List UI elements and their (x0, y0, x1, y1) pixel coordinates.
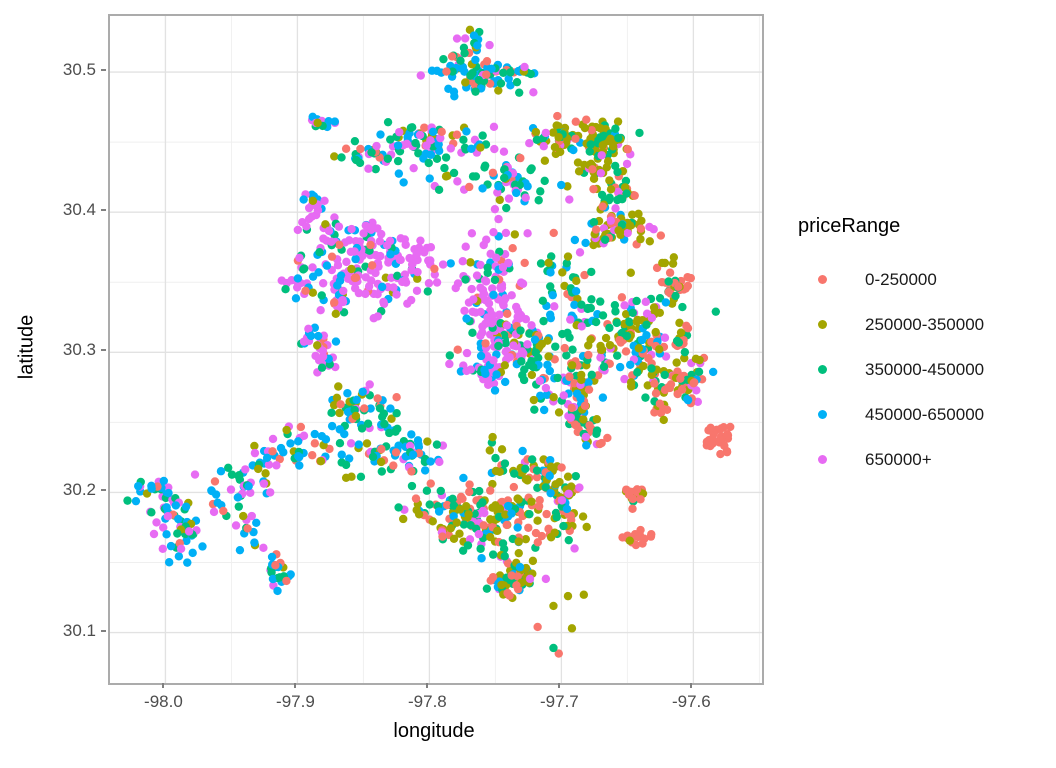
legend-item: 650000+ (798, 437, 1038, 482)
x-tick-label: -97.8 (408, 692, 447, 711)
y-tick-label: 30.3 (62, 340, 96, 360)
y-axis-title: latitude (15, 314, 38, 380)
legend-item: 250000-350000 (798, 302, 1038, 347)
x-tick-mark (162, 683, 165, 688)
y-tick-mark (101, 349, 106, 352)
y-tick-label: 30.4 (62, 200, 96, 220)
legend-item-label: 650000+ (865, 449, 932, 469)
plot-panel (108, 14, 764, 685)
x-tick-mark (690, 683, 693, 688)
scatter-points-layer (110, 16, 762, 683)
legend-item: 0-250000 (798, 257, 1038, 302)
legend-item-label: 250000-350000 (865, 314, 985, 334)
x-tick-label: -97.6 (671, 692, 711, 711)
legend-item-label: 0-250000 (865, 269, 937, 289)
y-tick-mark (101, 69, 106, 72)
legend-key-dot-icon (818, 275, 827, 284)
x-tick-mark (294, 683, 297, 688)
legend-key-dot-icon (818, 410, 827, 419)
x-tick-label: -98.0 (144, 692, 183, 711)
legend-item-label: 350000-450000 (865, 359, 985, 379)
x-axis-title: longitude (393, 720, 475, 742)
legend-key-dot-icon (818, 455, 827, 464)
legend-item-label: 450000-650000 (865, 404, 985, 424)
y-tick-label: 30.1 (62, 620, 96, 640)
x-tick-label: -97.7 (540, 692, 579, 711)
legend-key-dot-icon (818, 320, 827, 329)
x-tick-label: -97.9 (276, 692, 315, 711)
legend-item: 450000-650000 (798, 392, 1038, 437)
y-tick-label: 30.2 (62, 480, 96, 500)
legend-title: priceRange (798, 215, 901, 237)
legend-items: 0-250000 250000-350000 350000-450000 450000… (798, 257, 1038, 482)
legend: priceRange 0-250000 250000-350000 350000-4… (798, 214, 1038, 482)
y-tick-mark (101, 629, 106, 632)
y-tick-label: 30.5 (62, 60, 96, 80)
legend-key-dot-icon (818, 365, 827, 374)
y-tick-mark (101, 209, 106, 212)
legend-item: 350000-450000 (798, 347, 1038, 392)
x-tick-mark (426, 683, 429, 688)
x-tick-mark (558, 683, 561, 688)
y-tick-mark (101, 489, 106, 492)
